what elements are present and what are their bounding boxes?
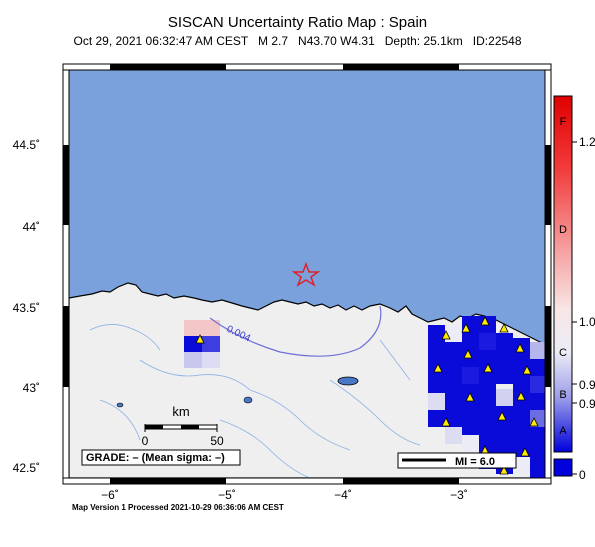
grade-box xyxy=(81,449,241,466)
mi-legend-text: MI = 6.0 xyxy=(455,456,495,468)
lat-tick-42.5: 42.5˚ xyxy=(12,461,40,475)
event-info: Oct 29, 2021 06:32:47 AM CEST M 2.7 N43.… xyxy=(73,34,522,48)
lon-tick-minus-6: −6˚ xyxy=(101,488,119,502)
lon-tick-minus-3: −3˚ xyxy=(450,488,468,502)
colorbar-letter-a: A xyxy=(559,425,567,437)
colorbar-value: 0.9 xyxy=(579,378,595,392)
contour-line xyxy=(209,305,382,357)
colorbar-value: 1.0 xyxy=(579,315,595,329)
lon-tick-minus-5: −5˚ xyxy=(218,488,236,502)
lat-tick-43: 43˚ xyxy=(22,381,40,395)
colorbar-value: 1.2 xyxy=(579,135,595,149)
processing-footer: Map Version 1 Processed 2021-10-29 06:36… xyxy=(72,503,284,512)
grade-text: GRADE: – (Mean sigma: –) xyxy=(86,452,225,464)
lat-tick-43.5: 43.5˚ xyxy=(12,301,40,315)
lat-tick-44: 44˚ xyxy=(22,220,40,234)
lon-tick-minus-4: −4˚ xyxy=(334,488,352,502)
colorbar-letter-d: D xyxy=(559,224,567,236)
station-markers xyxy=(195,316,539,475)
map-frame xyxy=(62,63,552,485)
scale-bar xyxy=(144,424,218,432)
map-title: SISCAN Uncertainty Ratio Map : Spain xyxy=(167,14,428,31)
colorbar xyxy=(553,95,577,477)
reservoir xyxy=(116,402,124,408)
reservoir xyxy=(243,396,253,404)
epicenter-star xyxy=(291,261,321,287)
colorbar-letter-f: F xyxy=(560,116,567,128)
reservoir xyxy=(337,376,359,386)
river-lines xyxy=(89,324,421,478)
scale-end: 50 xyxy=(210,434,224,448)
lat-tick-44.5: 44.5˚ xyxy=(12,138,40,152)
colorbar-letter-b: B xyxy=(559,389,566,401)
colorbar-letter-c: C xyxy=(559,347,567,359)
scale-unit: km xyxy=(172,404,189,419)
colorbar-value: 0 xyxy=(579,468,586,482)
colorbar-value: 0.9 xyxy=(579,397,595,411)
mi-legend-box xyxy=(397,452,517,469)
scale-start: 0 xyxy=(142,434,149,448)
